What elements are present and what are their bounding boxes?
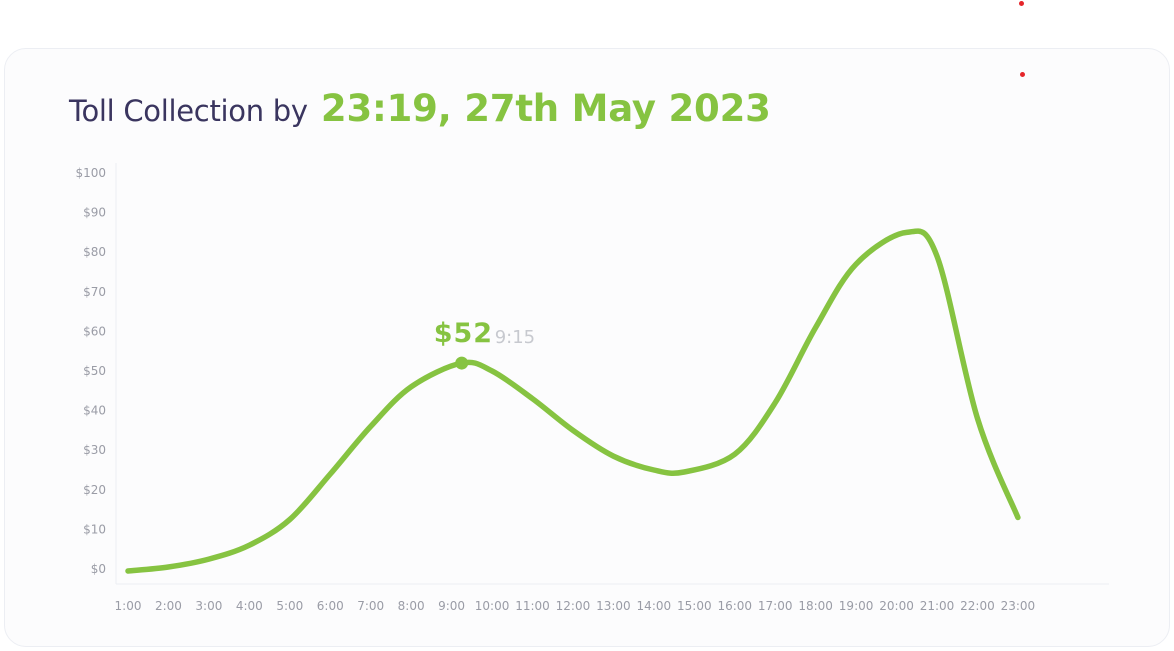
x-tick-label: 14:00 <box>637 599 672 613</box>
y-tick-label: $90 <box>83 206 106 220</box>
x-tick-label: 21:00 <box>920 599 955 613</box>
x-tick-label: 6:00 <box>317 599 344 613</box>
y-tick-label: $70 <box>83 285 106 299</box>
x-tick-label: 22:00 <box>960 599 995 613</box>
y-tick-label: $10 <box>83 522 106 536</box>
highlight-time-label: 9:15 <box>495 327 535 348</box>
x-tick-label: 2:00 <box>155 599 182 613</box>
series-line <box>125 228 1021 574</box>
page-title: Toll Collection by 23:19, 27th May 2023 <box>69 87 771 130</box>
x-tick-label: 8:00 <box>398 599 425 613</box>
x-tick-label: 15:00 <box>677 599 712 613</box>
y-tick-label: $0 <box>91 562 106 576</box>
x-tick-label: 12:00 <box>556 599 591 613</box>
red-marker-dot <box>1019 1 1024 6</box>
x-tick-label: 7:00 <box>357 599 384 613</box>
y-tick-label: $100 <box>75 166 106 180</box>
highlight-value-label: $52 <box>434 318 493 349</box>
line-chart: $0 $10 $20 $30 $40 $50 $60 $70 $80 $90 $100 1:00 2:0… <box>75 163 1109 613</box>
y-tick-label: $40 <box>83 404 106 418</box>
x-tick-label: 4:00 <box>236 599 263 613</box>
y-tick-label: $50 <box>83 364 106 378</box>
highlight-point <box>455 356 469 370</box>
red-marker-dot <box>1020 72 1025 77</box>
x-tick-label: 1:00 <box>115 599 142 613</box>
y-tick-label: $60 <box>83 324 106 338</box>
y-tick-label: $20 <box>83 483 106 497</box>
x-tick-label: 19:00 <box>839 599 874 613</box>
x-tick-label: 17:00 <box>758 599 793 613</box>
chart-card: Toll Collection by 23:19, 27th May 2023 … <box>4 48 1170 647</box>
y-tick-label: $30 <box>83 443 106 457</box>
x-tick-label: 5:00 <box>276 599 303 613</box>
x-tick-label: 18:00 <box>798 599 833 613</box>
x-tick-label: 10:00 <box>475 599 510 613</box>
x-tick-label: 3:00 <box>195 599 222 613</box>
x-tick-label: 23:00 <box>1001 599 1036 613</box>
x-tick-label: 16:00 <box>717 599 752 613</box>
x-tick-label: 9:00 <box>438 599 465 613</box>
x-tick-label: 11:00 <box>515 599 550 613</box>
title-timestamp: 23:19, 27th May 2023 <box>320 87 771 130</box>
y-tick-label: $80 <box>83 245 106 259</box>
x-tick-label: 20:00 <box>879 599 914 613</box>
x-tick-label: 13:00 <box>596 599 631 613</box>
title-lead: Toll Collection by <box>69 94 308 128</box>
